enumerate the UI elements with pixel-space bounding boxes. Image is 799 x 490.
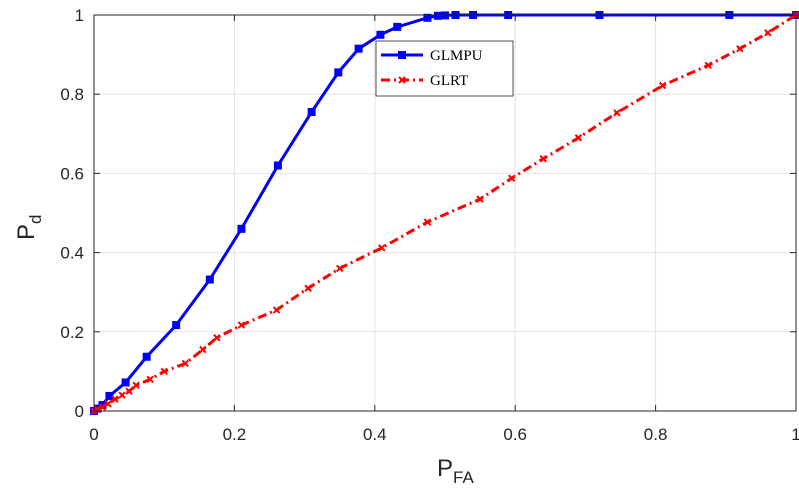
data-point-stroke — [378, 244, 386, 252]
data-point-glrt — [764, 29, 772, 37]
y-tick-label: 0.2 — [60, 323, 84, 342]
data-point-stroke — [237, 321, 246, 329]
data-point-glrt — [658, 81, 667, 90]
data-point-glrt — [132, 381, 140, 389]
data-point-glrt — [704, 61, 712, 69]
data-point-glrt — [304, 284, 312, 292]
data-point-glrt — [213, 334, 221, 342]
data-point-glrt — [104, 400, 112, 408]
data-point-stroke — [146, 375, 154, 384]
data-point-stroke — [160, 367, 168, 376]
data-point-glmpu — [334, 68, 343, 77]
data-point-glmpu — [121, 378, 130, 387]
data-point-glmpu — [376, 30, 385, 39]
data-point-stroke — [574, 134, 583, 142]
data-point-glmpu — [273, 161, 282, 170]
data-point-glmpu — [105, 391, 114, 400]
data-point-glmpu — [98, 401, 107, 410]
data-point-stroke — [736, 44, 744, 53]
x-tick-label: 0.6 — [503, 425, 527, 444]
data-point-stroke — [423, 218, 432, 226]
x-tick-label: 0 — [89, 425, 98, 444]
legend-label-glrt: GLRT — [430, 73, 468, 89]
data-point-glmpu — [142, 352, 151, 361]
data-point-glmpu — [205, 275, 214, 284]
data-point-stroke — [213, 334, 221, 342]
data-point-stroke — [272, 306, 281, 314]
data-point-stroke — [476, 195, 484, 203]
data-point-glmpu — [423, 13, 432, 22]
data-point-glrt — [272, 306, 281, 314]
legend-box — [375, 40, 514, 97]
data-point-glrt — [199, 345, 207, 354]
tick-labels: 0 0.2 0.4 0.6 0.8 1 0 0.2 0.4 0.6 0.8 1 — [60, 6, 799, 444]
data-point-stroke — [181, 359, 189, 368]
data-point-glmpu — [172, 321, 181, 330]
data-point-stroke — [764, 29, 772, 37]
data-point-glrt — [125, 387, 133, 395]
data-point-glrt — [237, 321, 246, 329]
y-tick-label: 0 — [75, 402, 84, 421]
x-tick-label: 1 — [791, 425, 799, 444]
data-point-stroke — [507, 174, 516, 182]
data-point-glmpu — [433, 11, 442, 20]
data-point-stroke — [118, 391, 126, 399]
data-point-stroke — [613, 109, 621, 117]
data-point-stroke — [335, 264, 344, 273]
data-point-stroke — [132, 381, 140, 389]
data-point-stroke — [304, 284, 312, 292]
data-point-glrt — [613, 109, 621, 117]
data-point-stroke — [125, 387, 133, 395]
data-point-glrt — [335, 264, 344, 273]
y-tick-label: 0.4 — [60, 244, 84, 263]
data-point-stroke — [704, 61, 712, 69]
legend-marker-glrt — [398, 76, 406, 84]
data-point-stroke — [111, 395, 119, 403]
data-point-glrt — [378, 244, 386, 252]
axes-box — [93, 14, 797, 412]
data-point-glmpu — [354, 44, 363, 53]
data-point-glrt — [160, 367, 168, 376]
y-tick-label: 0.6 — [60, 164, 84, 183]
data-point-glrt — [146, 375, 154, 384]
data-point-stroke — [98, 403, 107, 411]
x-tick-label: 0.2 — [223, 425, 247, 444]
data-point-glrt — [539, 155, 547, 163]
data-point-glrt — [98, 403, 107, 411]
data-point-glrt — [507, 174, 516, 182]
data-point-glrt — [118, 391, 126, 399]
legend-marker-glmpu — [398, 51, 406, 59]
y-tick-label: 1 — [75, 6, 84, 25]
grid — [94, 15, 796, 411]
x-tick-label: 0.4 — [363, 425, 387, 444]
data-point-glrt — [423, 218, 432, 226]
data-point-stroke — [658, 81, 667, 90]
data-point-stroke — [104, 400, 112, 408]
data-point-glrt — [476, 195, 484, 203]
x-tick-label: 0.8 — [644, 425, 668, 444]
data-point-glmpu — [393, 22, 402, 31]
ticks — [93, 14, 797, 412]
data-point-glrt — [736, 44, 744, 53]
y-axis-title: Pd — [13, 215, 45, 240]
data-point-glmpu — [307, 108, 316, 117]
legend-label-glmpu: GLMPU — [430, 48, 483, 64]
y-tick-label: 0.8 — [60, 85, 84, 104]
data-point-glmpu — [237, 224, 246, 233]
x-axis-title: PFA — [437, 455, 474, 487]
data-point-stroke — [539, 155, 547, 163]
data-point-glrt — [574, 134, 583, 142]
data-point-glrt — [111, 395, 119, 403]
data-point-stroke — [199, 345, 207, 354]
legend: GLMPU GLRT — [375, 40, 514, 97]
data-point-glrt — [181, 359, 189, 368]
